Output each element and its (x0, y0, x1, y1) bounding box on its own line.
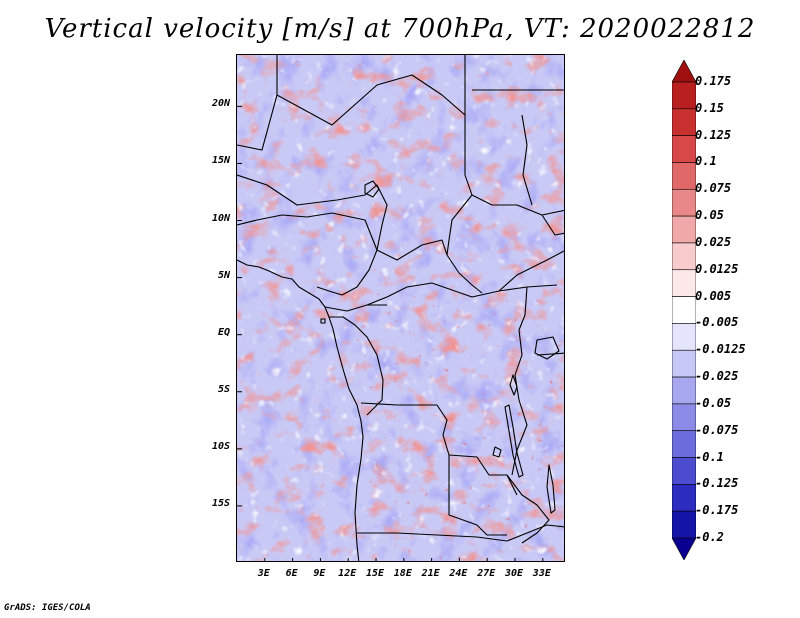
lake-tanganyika (504, 404, 524, 478)
lon-label-6e: 6E (285, 568, 298, 579)
colorbar-segment-9 (672, 296, 696, 324)
lake-mweru (492, 446, 502, 458)
lat-label-10s: 10S (211, 440, 230, 452)
border-chad-sudan (446, 115, 473, 256)
colorbar-segment-4 (672, 162, 696, 190)
colorbar-segment-2 (672, 108, 696, 136)
lon-label-27e: 27E (477, 568, 496, 579)
colorbar-segment-18 (672, 537, 696, 560)
colorbar-segment-14 (672, 430, 696, 458)
island-bioko (320, 318, 326, 324)
colorbar-segment-10 (672, 323, 696, 351)
near-zero-field (237, 55, 564, 561)
border-gabon-cameroon (324, 304, 387, 312)
lake-victoria (534, 336, 560, 360)
grads-credit: GrADS: IGES/COLA (4, 603, 91, 613)
axis-tick-marks (237, 105, 544, 561)
colorbar-label-3: 0.1 (695, 154, 717, 169)
lat-label-eq: EQ (217, 326, 230, 338)
border-tanzania (536, 352, 564, 356)
colorbar-label-15: -0.125 (695, 476, 739, 491)
border-car (376, 239, 483, 294)
border-libya-east (237, 94, 278, 151)
border-namibia (357, 532, 508, 542)
colorbar-label-4: 0.075 (695, 181, 732, 196)
border-sahara-north (276, 55, 466, 126)
vertical-velocity-map (237, 55, 564, 561)
lat-label-20n: 20N (211, 98, 230, 110)
border-south-sudan (471, 194, 564, 216)
colorbar-label-16: -0.175 (695, 503, 739, 518)
border-nigeria (237, 212, 378, 296)
colorbar-label-9: -0.005 (695, 315, 739, 330)
border-east-africa (541, 214, 564, 236)
colorbar-segment-13 (672, 403, 696, 432)
colorbar-label-2: 0.125 (695, 127, 732, 142)
colorbar-label-8: 0.005 (695, 288, 732, 303)
border-chad-niger (237, 174, 388, 251)
colorbar-segment-0 (672, 60, 696, 83)
colorbar-segment-1 (672, 81, 696, 110)
colorbar-segment-15 (672, 457, 696, 485)
lon-label-12e: 12E (338, 568, 357, 579)
lake-chad (364, 180, 380, 198)
border-zimbabwe (506, 524, 564, 542)
lon-label-33e: 33E (532, 568, 551, 579)
border-congo-gabon (329, 316, 384, 416)
lat-label-5n: 5N (217, 269, 230, 281)
colorbar-label-1: 0.15 (695, 100, 724, 115)
colorbar-label-17: -0.2 (695, 530, 724, 544)
border-zambia-east (506, 474, 550, 544)
colorbar-segment-16 (672, 484, 696, 512)
colorbar-label-5: 0.05 (695, 208, 724, 223)
colorbar-segment-17 (672, 510, 696, 539)
lat-label-10n: 10N (211, 212, 230, 224)
border-car-drc (366, 282, 558, 306)
colorbar (672, 60, 696, 560)
map-outlines (237, 55, 564, 561)
lon-label-3e: 3E (257, 568, 270, 579)
river-nile (521, 114, 533, 206)
colorbar-label-6: 0.025 (695, 234, 732, 249)
colorbar-label-11: -0.025 (695, 369, 739, 384)
colorbar-segment-3 (672, 135, 696, 163)
lat-label-5s: 5S (217, 383, 230, 395)
colorbar-segment-5 (672, 188, 696, 217)
colorbar-label-7: 0.0125 (695, 261, 739, 276)
coastline (237, 259, 364, 561)
colorbar-segment-6 (672, 215, 696, 244)
colorbar-label-13: -0.075 (695, 422, 739, 437)
lon-label-18e: 18E (393, 568, 412, 579)
colorbar-segment-11 (672, 349, 696, 378)
colorbar-segment-7 (672, 242, 696, 271)
colorbar-label-14: -0.1 (695, 449, 724, 464)
border-angola-zambia (448, 455, 507, 536)
colorbar-label-12: -0.05 (695, 395, 732, 410)
lake-kivu (509, 374, 518, 396)
lon-label-15e: 15E (365, 568, 385, 579)
lon-label-24e: 24E (449, 568, 468, 579)
border-ssudan-east (498, 250, 564, 292)
colorbar-label-10: -0.0125 (695, 342, 746, 357)
colorbar-segment-12 (672, 376, 696, 405)
lake-malawi (546, 464, 556, 514)
lat-label-15s: 15S (211, 497, 230, 509)
lon-label-21e: 21E (421, 568, 440, 579)
map-title: Vertical velocity [m/s] at 700hPa, VT: 2… (44, 14, 756, 44)
colorbar-segment-8 (672, 269, 696, 297)
lat-label-15n: 15N (211, 155, 230, 167)
lon-label-9e: 9E (313, 568, 326, 579)
colorbar-label-0: 0.175 (695, 74, 732, 88)
map-panel (236, 54, 565, 562)
lon-label-30e: 30E (504, 568, 524, 579)
border-drc-angola (360, 402, 518, 496)
border-east-drc (511, 286, 528, 476)
